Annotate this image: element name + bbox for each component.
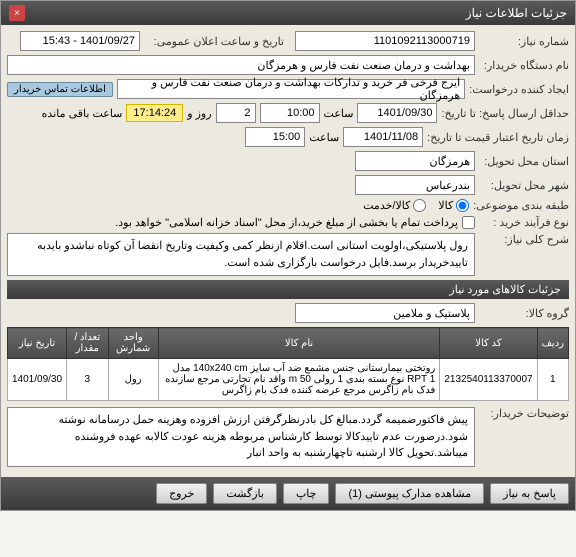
cell-name: روتختی بیمارستانی جنس مشمع ضد آب سایز 14… xyxy=(158,359,440,401)
back-button[interactable]: بازگشت xyxy=(213,483,277,504)
notes-label: توضیحات خریدار: xyxy=(479,407,569,420)
footer-toolbar: پاسخ به نیاز مشاهده مدارک پیوستی (1) چاپ… xyxy=(1,477,575,510)
province-field: هرمزگان xyxy=(355,151,475,171)
radio-goods-input[interactable] xyxy=(456,199,469,212)
th-name: نام کالا xyxy=(158,328,440,359)
process-label: نوع فرآیند خرید : xyxy=(479,216,569,229)
title-bar: جزئیات اطلاعات نیاز × xyxy=(1,1,575,25)
table-header-row: ردیف کد کالا نام کالا واحد شمارش تعداد /… xyxy=(8,328,569,359)
table-row: 1 2132540113370007 روتختی بیمارستانی جنس… xyxy=(8,359,569,401)
city-field: بندرعباس xyxy=(355,175,475,195)
validity-date-field: 1401/11/08 xyxy=(343,127,423,147)
announce-field: 1401/09/27 - 15:43 xyxy=(20,31,140,51)
cell-unit: رول xyxy=(108,359,158,401)
th-code: کد کالا xyxy=(440,328,537,359)
creator-field: ایرج فرخی فر خرید و تدارکات بهداشت و درم… xyxy=(117,79,465,99)
countdown-badge: 17:14:24 xyxy=(126,104,183,122)
desc-box: رول پلاستیکی،اولویت استانی است.اقلام ازن… xyxy=(7,233,475,276)
category-radio-group: کالا کالا/خدمت xyxy=(363,199,469,212)
remaining-label: ساعت باقی مانده xyxy=(42,107,123,120)
exit-button-label: خروج xyxy=(169,487,194,500)
deadline-label: حداقل ارسال پاسخ: تا تاریخ: xyxy=(441,107,569,120)
buyer-field: بهداشت و درمان صنعت نفت فارس و هرمزگان xyxy=(7,55,475,75)
th-date: تاریخ نیاز xyxy=(8,328,67,359)
print-button[interactable]: چاپ xyxy=(283,483,330,504)
time-label-1: ساعت xyxy=(324,107,354,120)
response-button[interactable]: پاسخ به نیاز xyxy=(490,483,569,504)
th-unit: واحد شمارش xyxy=(108,328,158,359)
days-label: روز و xyxy=(187,107,211,120)
back-button-label: بازگشت xyxy=(226,487,264,500)
print-button-label: چاپ xyxy=(296,487,317,500)
cell-qty: 3 xyxy=(67,359,108,401)
need-no-field: 1101092113000719 xyxy=(295,31,475,51)
exit-button[interactable]: خروج xyxy=(156,483,207,504)
details-window: جزئیات اطلاعات نیاز × شماره نیاز: 110109… xyxy=(0,0,576,511)
cell-date: 1401/09/30 xyxy=(8,359,67,401)
group-label: گروه کالا: xyxy=(479,307,569,320)
days-field: 2 xyxy=(216,103,256,123)
validity-label: زمان تاریخ اعتبار قیمت تا تاریخ: xyxy=(427,131,569,144)
items-table: ردیف کد کالا نام کالا واحد شمارش تعداد /… xyxy=(7,327,569,401)
contact-button[interactable]: اطلاعات تماس خریدار xyxy=(7,82,113,97)
close-icon[interactable]: × xyxy=(9,5,25,21)
announce-label: تاریخ و ساعت اعلان عمومی: xyxy=(144,35,284,48)
window-title: جزئیات اطلاعات نیاز xyxy=(466,6,567,20)
deadline-time-field: 10:00 xyxy=(260,103,320,123)
response-button-label: پاسخ به نیاز xyxy=(503,487,556,500)
deadline-date-field: 1401/09/30 xyxy=(357,103,437,123)
province-label: استان محل تحویل: xyxy=(479,155,569,168)
attachments-button[interactable]: مشاهده مدارک پیوستی (1) xyxy=(335,483,484,504)
buyer-label: نام دستگاه خریدار: xyxy=(479,59,569,72)
time-label-2: ساعت xyxy=(309,131,339,144)
th-qty: تعداد / مقدار xyxy=(67,328,108,359)
need-no-label: شماره نیاز: xyxy=(479,35,569,48)
desc-header-label: شرح کلی نیاز: xyxy=(479,233,569,246)
cell-code: 2132540113370007 xyxy=(440,359,537,401)
category-label: طبقه بندی موضوعی: xyxy=(473,199,569,212)
process-checkbox-row: پرداخت تمام یا بخشی از مبلغ خرید،از محل … xyxy=(115,216,475,229)
radio-goods[interactable]: کالا xyxy=(438,199,469,212)
radio-service-input[interactable] xyxy=(413,199,426,212)
validity-time-field: 15:00 xyxy=(245,127,305,147)
city-label: شهر محل تحویل: xyxy=(479,179,569,192)
radio-service-label: کالا/خدمت xyxy=(363,199,410,212)
process-text: پرداخت تمام یا بخشی از مبلغ خرید،از محل … xyxy=(115,216,458,229)
countdown-time: 17:14:24 xyxy=(133,107,176,119)
radio-goods-label: کالا xyxy=(438,199,453,212)
items-section-header: جزئیات کالاهای مورد نیاز xyxy=(7,280,569,299)
radio-service[interactable]: کالا/خدمت xyxy=(363,199,426,212)
th-idx: ردیف xyxy=(537,328,568,359)
cell-idx: 1 xyxy=(537,359,568,401)
content-area: شماره نیاز: 1101092113000719 تاریخ و ساع… xyxy=(1,25,575,477)
creator-label: ایجاد کننده درخواست: xyxy=(469,83,569,96)
attachments-button-label: مشاهده مدارک پیوستی (1) xyxy=(348,487,471,500)
notes-box: پیش فاکتورضمیمه گردد.مبالغ کل بادرنظرگرف… xyxy=(7,407,475,467)
process-checkbox[interactable] xyxy=(462,216,475,229)
group-field: پلاستیک و ملامین xyxy=(295,303,475,323)
